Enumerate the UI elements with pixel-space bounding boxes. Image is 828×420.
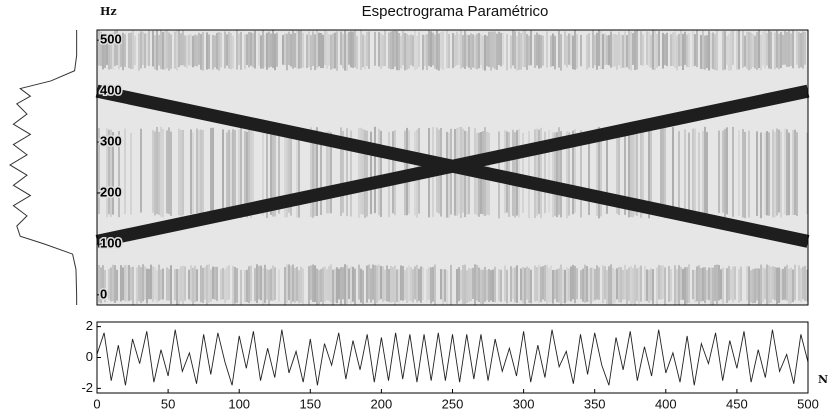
- x-tick-label: 150: [299, 396, 321, 411]
- chirp-line: [95, 84, 810, 248]
- x-axis-label: N: [818, 373, 828, 386]
- x-tick-label: 200: [371, 396, 393, 411]
- x-tick-label: 300: [513, 396, 535, 411]
- y-tick-label: 100: [100, 235, 122, 250]
- signal-line: [96, 329, 809, 386]
- x-tick-label: 50: [161, 396, 175, 411]
- y-tick-label: 400: [100, 83, 122, 98]
- x-tick-label: 0: [93, 396, 100, 411]
- chart-title: Espectrograma Paramétrico: [362, 3, 549, 20]
- y-tick-label: 200: [100, 184, 122, 199]
- signal-frame: [96, 321, 809, 394]
- y-tick-label: 500: [100, 32, 122, 47]
- x-tick-label: 500: [797, 396, 819, 411]
- y-tick-label: -2: [81, 380, 93, 395]
- x-tick-label: 250: [442, 396, 464, 411]
- texture: [96, 30, 808, 305]
- x-tick-label: 100: [228, 396, 250, 411]
- marginal-spectrum: [9, 30, 78, 305]
- y-tick-label: 2: [86, 318, 93, 333]
- x-tick-label: 350: [584, 396, 606, 411]
- x-tick-label: 400: [655, 396, 677, 411]
- y-tick-label: 300: [100, 133, 122, 148]
- x-tick-label: 450: [726, 396, 748, 411]
- y-tick-label: 0: [100, 286, 107, 301]
- spectrogram-frame: [96, 29, 809, 306]
- y-tick-label: 0: [86, 349, 93, 364]
- y-axis-label: Hz: [100, 5, 117, 18]
